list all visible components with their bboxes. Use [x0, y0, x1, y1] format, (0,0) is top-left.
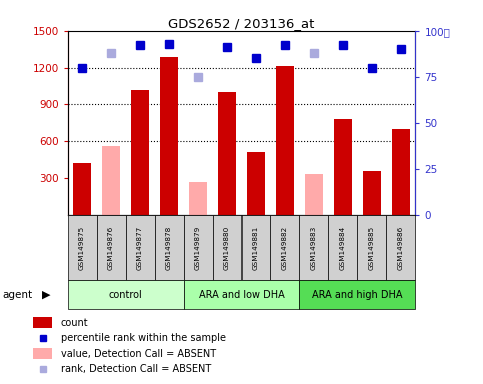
Text: count: count: [61, 318, 88, 328]
Bar: [334, 119, 352, 215]
Bar: [73, 164, 91, 215]
Text: GSM149881: GSM149881: [253, 225, 259, 270]
Bar: [68, 280, 184, 309]
Bar: [184, 280, 299, 309]
Text: GSM149884: GSM149884: [340, 225, 346, 270]
Text: agent: agent: [2, 290, 32, 300]
Text: GSM149879: GSM149879: [195, 225, 201, 270]
Bar: [213, 215, 242, 280]
Text: value, Detection Call = ABSENT: value, Detection Call = ABSENT: [61, 349, 216, 359]
Bar: [392, 129, 410, 215]
Text: GSM149880: GSM149880: [224, 225, 230, 270]
Bar: [97, 215, 126, 280]
Text: GSM149876: GSM149876: [108, 225, 114, 270]
Bar: [155, 215, 184, 280]
Text: GSM149878: GSM149878: [166, 225, 172, 270]
Bar: [68, 215, 97, 280]
Bar: [276, 66, 294, 215]
Text: control: control: [109, 290, 142, 300]
Bar: [299, 280, 415, 309]
Bar: [126, 215, 155, 280]
Text: GSM149886: GSM149886: [398, 225, 404, 270]
Bar: [328, 215, 357, 280]
Text: GSM149877: GSM149877: [137, 225, 143, 270]
Bar: [160, 56, 178, 215]
Text: rank, Detection Call = ABSENT: rank, Detection Call = ABSENT: [61, 364, 211, 374]
Bar: [33, 317, 52, 328]
Text: GSM149885: GSM149885: [369, 225, 375, 270]
Bar: [184, 215, 213, 280]
Bar: [189, 182, 207, 215]
Bar: [218, 92, 236, 215]
Text: GSM149883: GSM149883: [311, 225, 317, 270]
Bar: [386, 215, 415, 280]
Text: ARA and low DHA: ARA and low DHA: [199, 290, 284, 300]
Text: GDS2652 / 203136_at: GDS2652 / 203136_at: [168, 17, 315, 30]
Text: GSM149875: GSM149875: [79, 225, 85, 270]
Bar: [357, 215, 386, 280]
Bar: [102, 146, 120, 215]
Bar: [242, 215, 270, 280]
Bar: [131, 90, 149, 215]
Bar: [305, 174, 323, 215]
Bar: [270, 215, 299, 280]
Bar: [33, 348, 52, 359]
Bar: [299, 215, 328, 280]
Text: ▶: ▶: [42, 290, 51, 300]
Text: percentile rank within the sample: percentile rank within the sample: [61, 333, 226, 343]
Text: GSM149882: GSM149882: [282, 225, 288, 270]
Bar: [363, 171, 381, 215]
Text: ARA and high DHA: ARA and high DHA: [312, 290, 403, 300]
Bar: [247, 152, 265, 215]
